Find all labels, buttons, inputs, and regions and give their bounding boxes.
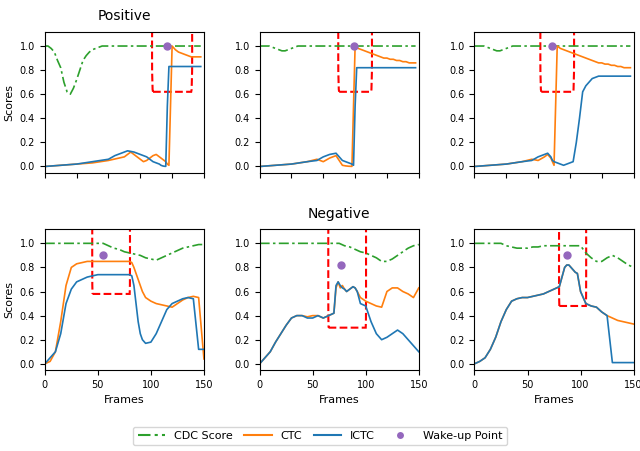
Title: Negative: Negative	[308, 207, 371, 221]
X-axis label: Frames: Frames	[104, 395, 145, 405]
X-axis label: Frames: Frames	[534, 395, 574, 405]
Y-axis label: Scores: Scores	[4, 281, 14, 318]
Title: Positive: Positive	[98, 9, 151, 23]
Y-axis label: Scores: Scores	[4, 83, 14, 120]
Legend: CDC Score, CTC, ICTC, Wake-up Point: CDC Score, CTC, ICTC, Wake-up Point	[133, 427, 507, 446]
X-axis label: Frames: Frames	[319, 395, 360, 405]
